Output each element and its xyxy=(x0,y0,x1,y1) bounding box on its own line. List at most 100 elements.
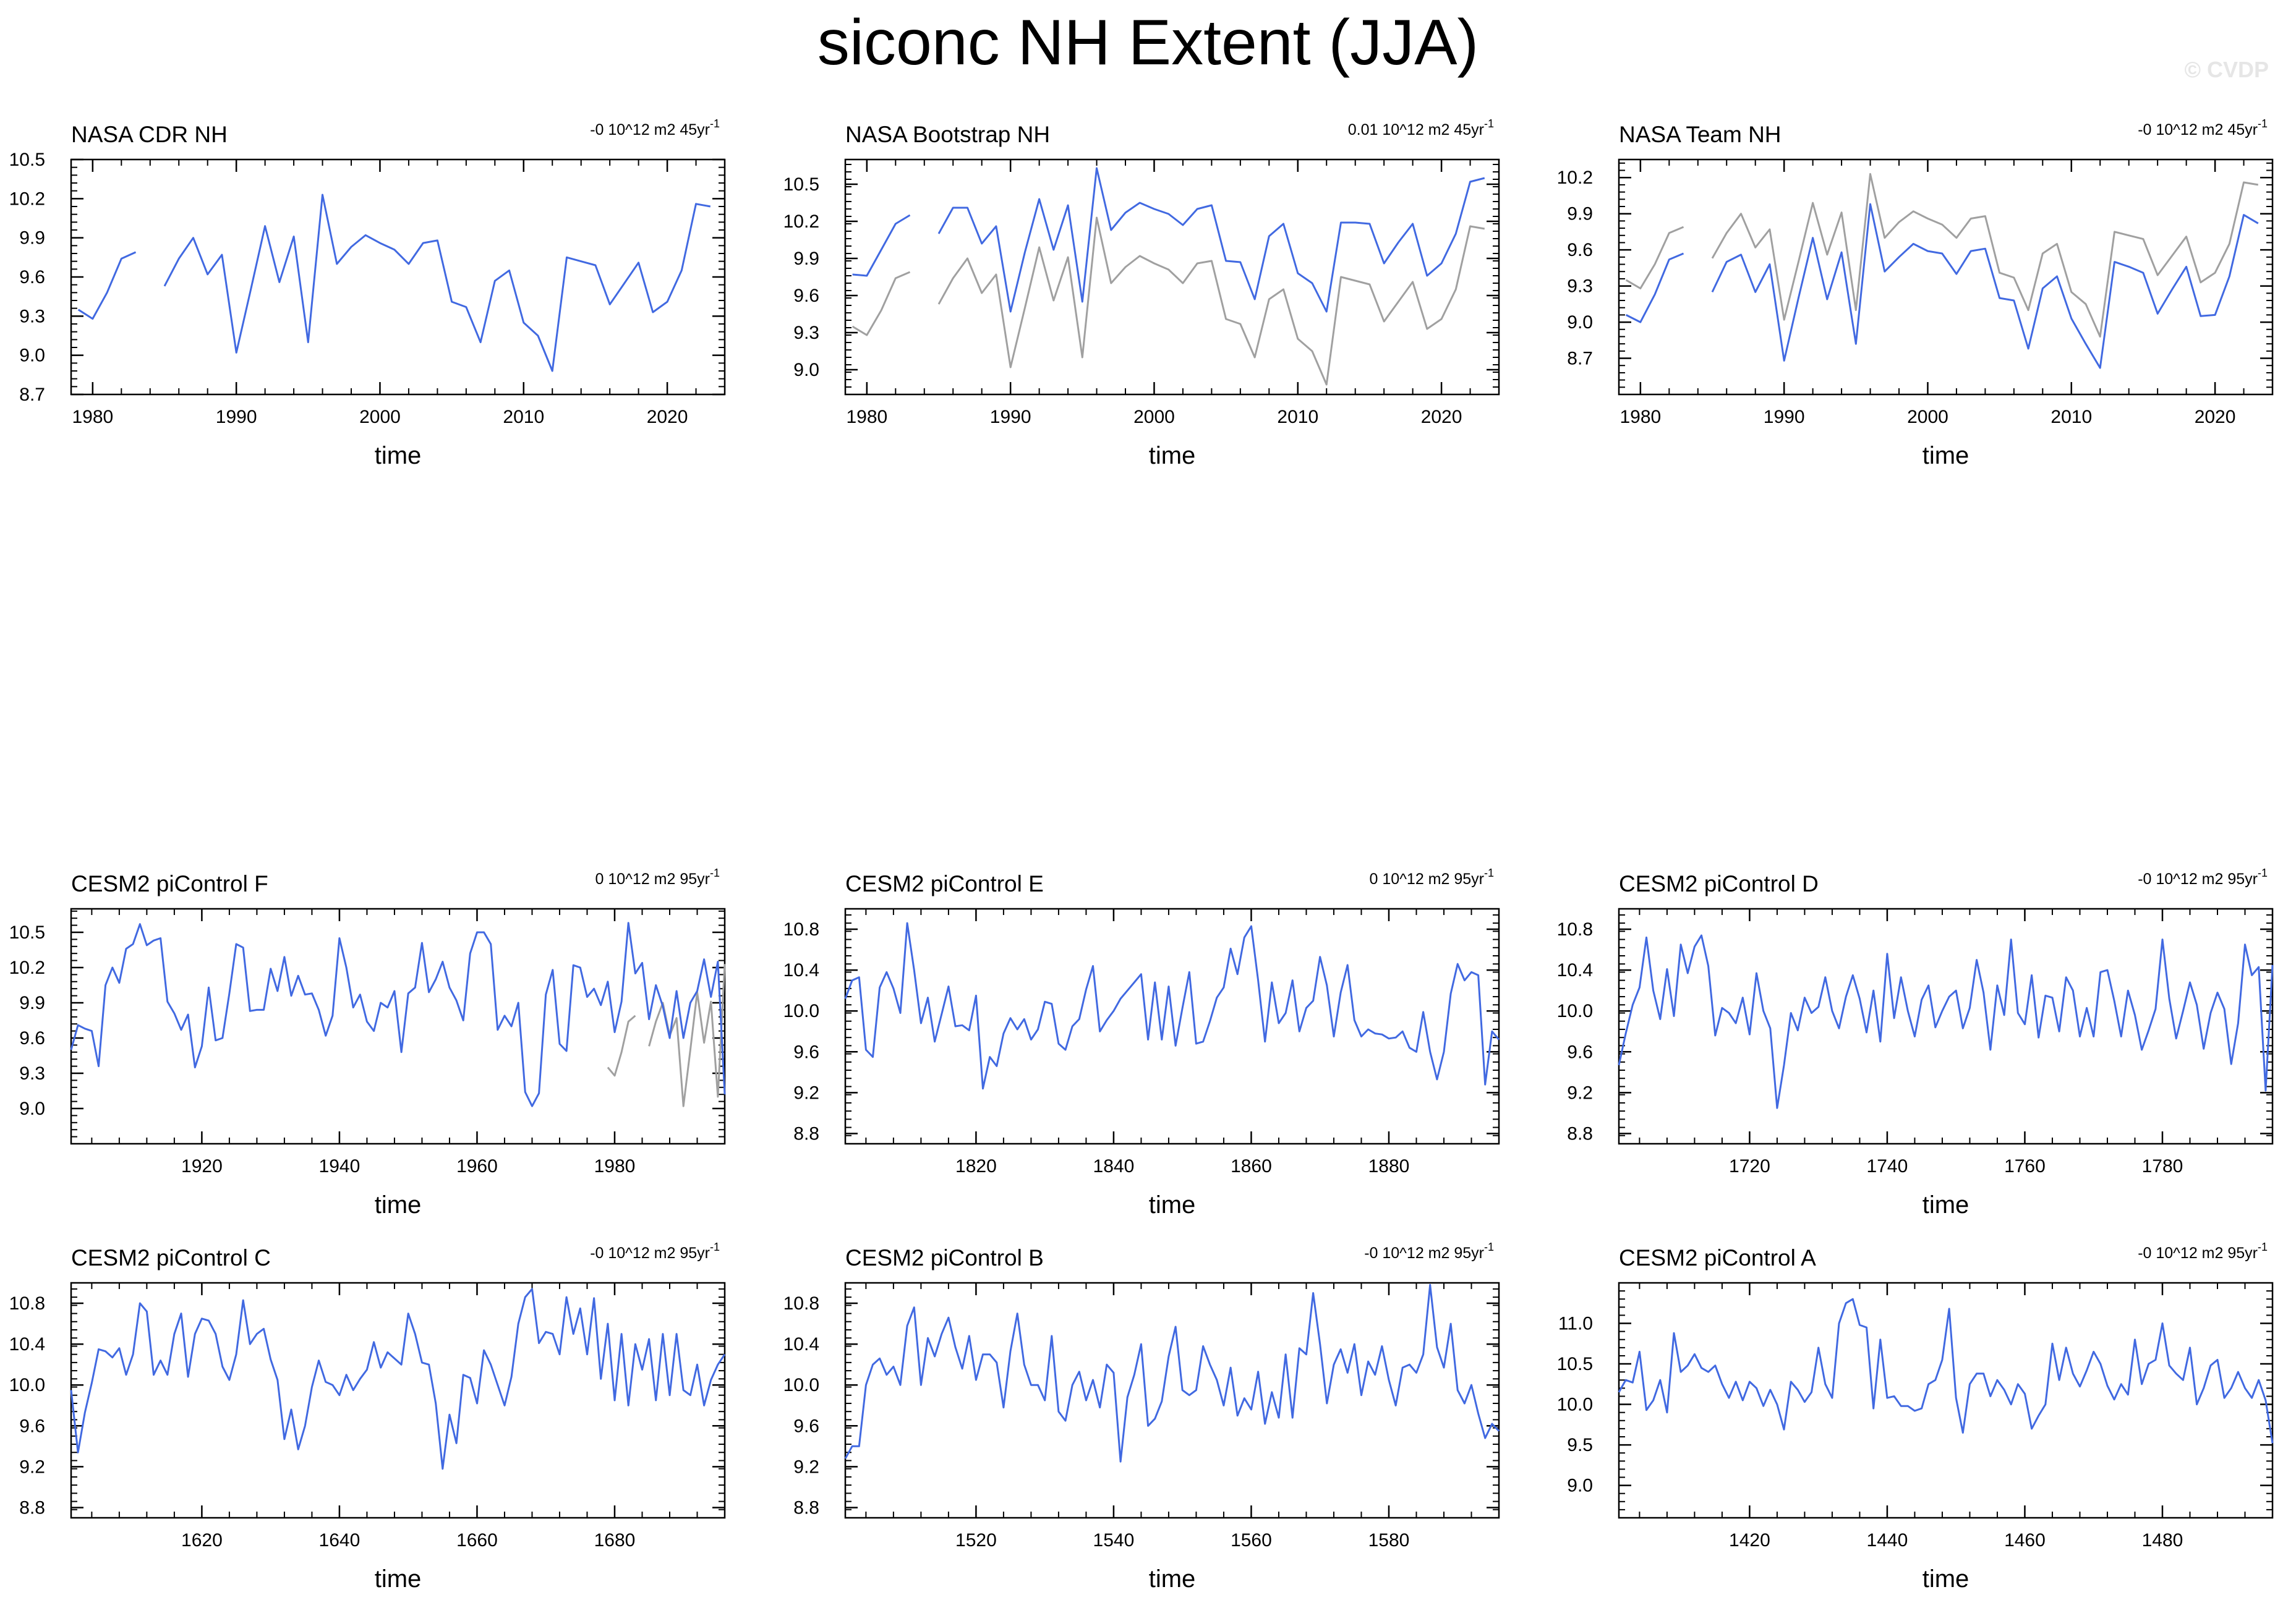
y-tick-label: 8.8 xyxy=(19,1497,45,1518)
plot-frame xyxy=(844,158,1500,396)
x-tick-label: 1990 xyxy=(216,407,257,427)
x-axis-label: time xyxy=(1923,442,1970,469)
x-tick-label: 2010 xyxy=(503,407,544,427)
y-tick-label: 9.3 xyxy=(1567,276,1593,297)
y-tick-label: 9.6 xyxy=(793,286,819,306)
y-tick-label: 9.9 xyxy=(19,228,45,249)
y-tick-label: 9.0 xyxy=(793,360,819,380)
panel-title: NASA Team NH xyxy=(1619,122,1782,147)
x-axis-label: time xyxy=(375,1565,422,1593)
x-tick-label: 2000 xyxy=(1907,407,1948,427)
y-tick-label: 10.0 xyxy=(1557,1001,1593,1021)
panel-4: CESM2 piControl F 0 10^12 m2 95yr-1 1920 19… xyxy=(9,867,726,1219)
panel-title: NASA Bootstrap NH xyxy=(845,122,1050,147)
y-tick-label: 10.8 xyxy=(9,1293,45,1314)
trend-label: -0 10^12 m2 95yr-1 xyxy=(2138,867,2268,888)
x-axis-label: time xyxy=(1923,1565,1970,1593)
panel-8: CESM2 piControl B -0 10^12 m2 95yr-1 1520 1… xyxy=(783,1241,1500,1593)
y-tick-label: 9.0 xyxy=(1567,312,1593,333)
y-tick-label: 10.2 xyxy=(783,211,819,232)
x-tick-label: 1440 xyxy=(1867,1530,1908,1551)
x-tick-label: 1540 xyxy=(1093,1530,1135,1551)
panel-3: NASA Team NH -0 10^12 m2 45yr-1 1980 1990 20… xyxy=(1557,117,2274,469)
x-axis-label: time xyxy=(1149,1191,1196,1219)
y-tick-label: 10.2 xyxy=(1557,168,1593,188)
x-tick-label: 1760 xyxy=(2004,1156,2046,1177)
x-tick-label: 2000 xyxy=(359,407,401,427)
y-tick-label: 9.3 xyxy=(793,323,819,343)
x-tick-label: 2020 xyxy=(647,407,688,427)
panel-2: NASA Bootstrap NH 0.01 10^12 m2 45yr-1 198… xyxy=(783,117,1500,469)
x-tick-label: 1420 xyxy=(1729,1530,1770,1551)
panel-7: CESM2 piControl C -0 10^12 m2 95yr-1 1620 1… xyxy=(9,1241,726,1593)
trend-label: -0 10^12 m2 95yr-1 xyxy=(1364,1241,1494,1262)
plot-frame xyxy=(1618,158,2274,396)
x-tick-label: 1520 xyxy=(955,1530,997,1551)
y-tick-label: 9.9 xyxy=(19,993,45,1013)
y-tick-label: 11.0 xyxy=(1558,1314,1593,1334)
x-axis-label: time xyxy=(1149,442,1196,469)
panel-6: CESM2 piControl D -0 10^12 m2 95yr-1 1720 1… xyxy=(1557,867,2274,1219)
plot-frame xyxy=(1618,908,2274,1145)
x-tick-label: 1880 xyxy=(1368,1156,1410,1177)
x-tick-label: 1780 xyxy=(2142,1156,2183,1177)
y-tick-label: 9.6 xyxy=(19,1416,45,1436)
y-tick-label: 10.0 xyxy=(783,1001,819,1021)
page-title: siconc NH Extent (JJA) xyxy=(817,7,1479,79)
y-tick-label: 9.9 xyxy=(1567,204,1593,224)
plot-frame xyxy=(70,908,726,1145)
plot-frame xyxy=(844,1282,1500,1519)
reference-series-line xyxy=(851,216,1485,386)
y-tick-label: 9.6 xyxy=(793,1042,819,1062)
plot-frame xyxy=(70,1282,726,1519)
trend-label: -0 10^12 m2 95yr-1 xyxy=(2138,1241,2268,1262)
panel-title: CESM2 piControl D xyxy=(1619,871,1819,896)
y-tick-label: 10.8 xyxy=(783,919,819,940)
y-tick-label: 8.7 xyxy=(19,385,45,405)
trend-label: -0 10^12 m2 95yr-1 xyxy=(590,1241,720,1262)
y-tick-label: 9.3 xyxy=(19,1063,45,1084)
x-tick-label: 1640 xyxy=(319,1530,361,1551)
x-tick-label: 2010 xyxy=(2051,407,2092,427)
y-tick-label: 10.8 xyxy=(783,1293,819,1314)
y-tick-label: 10.4 xyxy=(783,960,819,981)
x-tick-label: 1980 xyxy=(72,407,113,427)
y-tick-label: 10.5 xyxy=(1557,1354,1593,1374)
y-tick-label: 10.5 xyxy=(9,150,45,170)
x-axis-label: time xyxy=(375,1191,422,1219)
series-line xyxy=(844,922,1500,1090)
x-tick-label: 2000 xyxy=(1133,407,1175,427)
series-line xyxy=(1618,934,2274,1109)
watermark: © CVDP xyxy=(2184,57,2269,82)
x-tick-label: 1980 xyxy=(594,1156,636,1177)
panel-5: CESM2 piControl E 0 10^12 m2 95yr-1 1820 18… xyxy=(783,867,1500,1219)
x-tick-label: 1990 xyxy=(1764,407,1805,427)
y-tick-label: 9.2 xyxy=(793,1457,819,1477)
y-tick-label: 10.5 xyxy=(783,174,819,195)
x-tick-label: 1460 xyxy=(2004,1530,2046,1551)
x-tick-label: 1680 xyxy=(594,1530,636,1551)
y-tick-label: 9.5 xyxy=(1567,1435,1593,1455)
x-tick-label: 1720 xyxy=(1729,1156,1770,1177)
trend-label: 0.01 10^12 m2 45yr-1 xyxy=(1348,117,1494,138)
y-tick-label: 9.2 xyxy=(1567,1083,1593,1103)
series-line xyxy=(70,922,726,1107)
y-tick-label: 10.4 xyxy=(783,1334,819,1355)
panel-title: CESM2 piControl E xyxy=(845,871,1044,896)
panel-title: CESM2 piControl A xyxy=(1619,1245,1816,1270)
panel-1: NASA CDR NH -0 10^12 m2 45yr-1 1980 1990 200… xyxy=(9,117,726,469)
reference-series-line xyxy=(1625,172,2259,338)
plot-frame xyxy=(844,908,1500,1145)
trend-label: 0 10^12 m2 95yr-1 xyxy=(595,867,720,888)
x-tick-label: 1480 xyxy=(2142,1530,2183,1551)
y-tick-label: 10.4 xyxy=(1557,960,1593,981)
y-tick-label: 9.0 xyxy=(19,1099,45,1119)
x-tick-label: 1740 xyxy=(1867,1156,1908,1177)
y-tick-label: 10.5 xyxy=(9,922,45,943)
y-tick-label: 9.3 xyxy=(19,306,45,326)
y-tick-label: 9.9 xyxy=(793,249,819,269)
trend-label: -0 10^12 m2 45yr-1 xyxy=(590,117,720,138)
y-tick-label: 9.2 xyxy=(19,1457,45,1477)
x-tick-label: 2020 xyxy=(1421,407,1462,427)
